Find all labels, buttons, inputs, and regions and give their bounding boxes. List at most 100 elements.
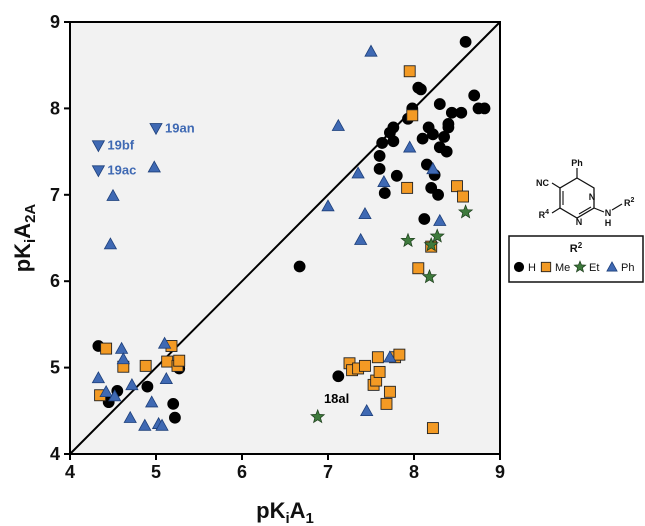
point-et <box>310 408 326 424</box>
struct-nh: N <box>605 208 612 218</box>
point-ph <box>433 213 447 226</box>
bond-r2 <box>611 203 623 211</box>
point-ph <box>321 199 335 212</box>
y-axis-label: pKiA2A <box>10 204 39 273</box>
point-me <box>406 109 419 122</box>
legend: R2 H Me Et Ph <box>508 235 644 283</box>
point-h <box>387 135 400 148</box>
point-me <box>457 190 469 203</box>
x-tick-label: 8 <box>409 462 419 482</box>
point-ph <box>157 336 172 349</box>
bond-r4 <box>551 207 561 214</box>
point-ph <box>106 188 120 201</box>
point-ph <box>145 395 159 408</box>
point-ph <box>351 166 365 179</box>
point-et <box>429 228 445 243</box>
point-ph <box>125 378 139 391</box>
point-label: 19an <box>165 120 195 135</box>
data-points <box>91 35 491 435</box>
x-tick-label: 5 <box>151 462 161 482</box>
point-label: 18al <box>324 391 349 406</box>
point-ph <box>358 206 372 220</box>
struct-ph: Ph <box>571 158 583 168</box>
point-h <box>378 187 391 199</box>
struct-n1: N <box>589 192 596 202</box>
point-me <box>359 359 371 372</box>
point-et <box>400 232 416 248</box>
point-me <box>373 365 386 378</box>
point-h <box>418 213 431 225</box>
point-ph <box>383 350 397 363</box>
point-h <box>459 35 472 48</box>
legend-title: R2 <box>570 241 583 255</box>
point-ph <box>147 160 161 173</box>
legend-label: Me <box>555 262 570 274</box>
legend-box <box>508 235 644 283</box>
point-h <box>387 121 400 134</box>
point-me <box>100 342 113 355</box>
point-me <box>403 65 416 78</box>
point-ph <box>91 371 106 384</box>
legend-marker-h <box>513 261 525 273</box>
legend-items: H Me Et Ph <box>513 260 634 274</box>
point-label: 19ac <box>107 163 136 178</box>
point-ph <box>114 341 129 354</box>
point-h <box>293 260 306 273</box>
point-me <box>451 180 463 193</box>
point-ph <box>364 44 378 57</box>
struct-r2: R2 <box>624 197 635 208</box>
point-h <box>455 106 468 119</box>
legend-marker-et <box>573 260 587 273</box>
point-ph <box>331 118 345 131</box>
identity-line-layer <box>69 21 501 455</box>
point-ph <box>354 232 368 245</box>
point-h <box>167 397 180 410</box>
point-me <box>139 359 152 372</box>
y-tick-label: 9 <box>50 12 60 32</box>
point-ph <box>426 162 440 175</box>
point-ph <box>159 372 173 385</box>
point-h <box>141 380 154 393</box>
legend-label: Ph <box>621 262 634 274</box>
x-axis-label: pKiA1 <box>256 498 314 526</box>
x-tick-label: 4 <box>65 462 75 482</box>
struct-n2: N <box>576 217 583 227</box>
point-me <box>393 348 406 361</box>
point-h <box>433 98 446 110</box>
y-tick-label: 6 <box>50 271 60 291</box>
point-me <box>401 181 414 194</box>
legend-marker-ph <box>606 261 618 272</box>
point-ph <box>103 237 118 250</box>
y-tick-label: 7 <box>50 185 60 205</box>
y-tick-label: 4 <box>50 444 60 464</box>
point-ph <box>99 384 113 397</box>
point-h <box>376 137 389 149</box>
point-annotations: 19bf 19an 19ac 18al <box>91 120 349 406</box>
bond-nh <box>593 207 605 213</box>
axis-ticks: 4 5 6 7 8 9 4 5 6 7 8 9 <box>50 12 505 482</box>
point-labeled <box>91 140 106 153</box>
point-ph <box>155 418 169 431</box>
point-ph <box>116 352 130 365</box>
point-et <box>457 204 474 219</box>
point-h <box>373 162 386 175</box>
point-et <box>423 236 439 252</box>
point-labeled <box>149 123 163 136</box>
point-me <box>173 354 186 367</box>
point-ph <box>377 175 391 188</box>
point-labeled <box>91 165 106 178</box>
point-me <box>383 385 396 398</box>
point-h <box>416 132 429 145</box>
point-h <box>414 83 427 96</box>
x-tick-label: 6 <box>237 462 247 482</box>
point-me <box>380 397 393 410</box>
struct-h: H <box>605 218 612 228</box>
point-h <box>440 145 453 158</box>
point-h <box>169 411 181 424</box>
bond-cn <box>551 182 561 189</box>
point-ph <box>403 140 417 153</box>
chemical-structure: Ph NC R4 N N N H R2 <box>536 158 635 228</box>
point-h <box>478 102 491 115</box>
point-h <box>442 118 455 130</box>
